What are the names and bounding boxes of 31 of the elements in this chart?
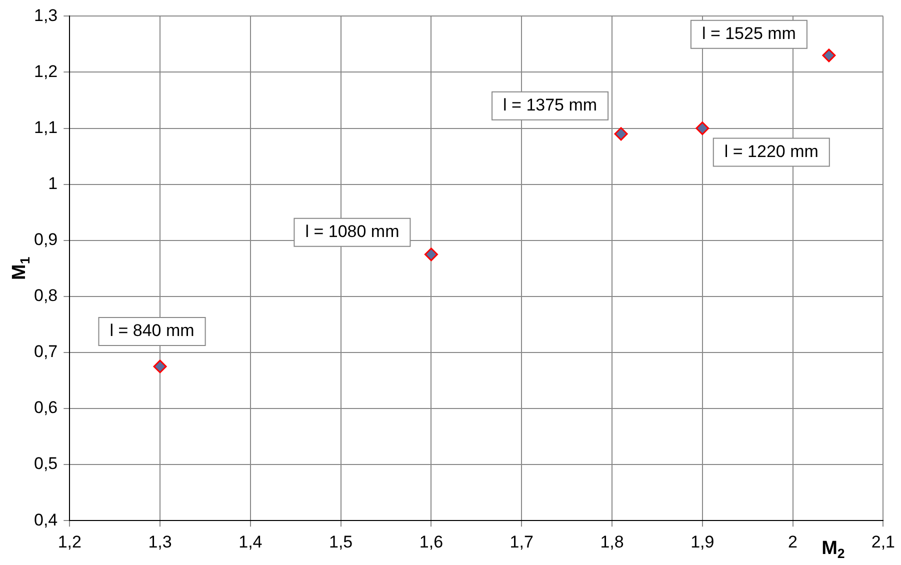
annotation: l = 1080 mm [305, 222, 400, 242]
point [424, 248, 438, 262]
y-tick-label: 1,1 [34, 118, 58, 137]
annotation: l = 1525 mm [702, 24, 796, 44]
y-tick-label: 0,9 [34, 230, 58, 250]
annotation: l = 840 mm [110, 321, 194, 340]
x-tick-label: 1,5 [328, 532, 353, 552]
x-tick-label: 1,4 [238, 532, 262, 552]
y-tick-label: 0,8 [34, 286, 58, 306]
x-tick-label: 2,1 [871, 532, 896, 552]
y-tick-label: 1,3 [34, 6, 58, 25]
x-tick-label: 1,6 [419, 532, 444, 552]
point [696, 122, 710, 136]
point [822, 48, 836, 62]
y-axis-title: M1 [9, 256, 32, 280]
annotation: l = 1375 mm [503, 96, 598, 115]
y-tick-label: 0,4 [34, 510, 58, 530]
x-tick-label: 1,3 [148, 532, 172, 552]
x-tick-label: 1,8 [600, 532, 624, 552]
x-tick-label: 2 [788, 532, 798, 552]
y-tick-label: 0,6 [34, 398, 58, 418]
x-tick-label: 1,9 [690, 532, 714, 552]
y-tick-label: 1,2 [34, 62, 58, 81]
x-tick-label: 1,7 [510, 532, 534, 552]
annotation: l = 1220 mm [724, 142, 818, 161]
point [614, 127, 628, 141]
y-tick-label: 0,5 [34, 454, 58, 474]
y-tick-label: 0,7 [34, 342, 58, 362]
x-tick-label: 1,2 [58, 532, 82, 552]
y-tick-label: 1 [48, 174, 58, 194]
point [153, 360, 167, 374]
